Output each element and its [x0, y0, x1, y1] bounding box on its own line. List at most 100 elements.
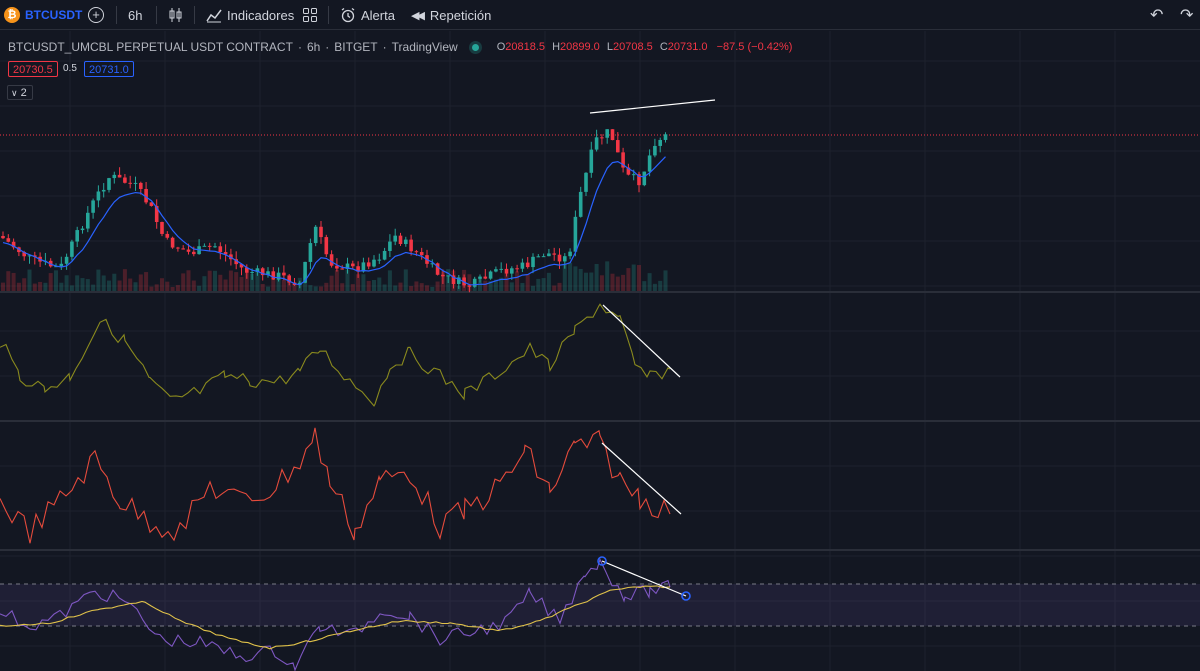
drawn-trendline — [601, 560, 687, 597]
candle-body — [335, 265, 339, 269]
sell-price-box[interactable]: 20730.5 — [8, 61, 58, 77]
volume-bar — [663, 270, 668, 291]
volume-bar — [504, 273, 509, 291]
volume-bar — [287, 279, 292, 291]
volume-bar — [69, 285, 74, 291]
volume-bar — [165, 281, 170, 291]
volume-bar — [191, 280, 196, 291]
alarm-clock-icon — [341, 7, 355, 23]
replay-button[interactable]: ◀◀ Repetición — [411, 0, 491, 30]
candle-body — [510, 268, 514, 274]
candle-body — [218, 246, 223, 253]
candle-body — [547, 253, 551, 257]
buy-price-box[interactable]: 20731.0 — [84, 61, 134, 77]
spread-value: 0.5 — [63, 63, 77, 74]
candle-body — [271, 271, 276, 280]
candle-body — [531, 256, 535, 268]
candle-body — [154, 205, 159, 223]
candle-body — [382, 250, 387, 260]
redo-button[interactable]: ↷ — [1180, 0, 1193, 30]
top-toolbar: ₿ BTCUSDT + 6h Indicadores — [0, 0, 1200, 30]
volume-bar — [356, 274, 361, 291]
candle-body — [329, 254, 334, 266]
candle-body — [165, 233, 170, 238]
volume-bar — [324, 282, 329, 291]
candle-body — [472, 278, 477, 287]
candle-body — [239, 264, 244, 268]
volume-bar — [75, 275, 80, 291]
candle-body — [64, 256, 69, 264]
toolbar-divider — [116, 6, 117, 24]
volume-bar — [38, 281, 43, 291]
indicators-icon — [206, 9, 222, 23]
candle-body — [366, 262, 371, 267]
chart-type-button[interactable] — [168, 0, 184, 30]
candle-body — [250, 272, 254, 274]
indicators-button[interactable]: Indicadores — [206, 0, 294, 30]
volume-bar — [308, 285, 313, 291]
legend-sep: · — [382, 40, 387, 54]
volume-bar — [228, 270, 233, 291]
compare-symbol-button[interactable]: + — [88, 0, 104, 30]
undo-button[interactable]: ↶ — [1150, 0, 1163, 30]
volume-bar — [525, 273, 530, 291]
legend-exchange: BITGET — [334, 40, 378, 54]
volume-bar — [584, 272, 588, 291]
volume-bar — [425, 285, 429, 291]
interval-button[interactable]: 6h — [128, 0, 142, 30]
candle-body — [435, 263, 440, 275]
volume-bar — [266, 286, 270, 291]
volume-bar — [175, 285, 180, 291]
candle-body — [117, 174, 122, 178]
candle-body — [430, 263, 435, 265]
candle-body — [610, 129, 615, 141]
toolbar-divider — [194, 6, 195, 24]
volume-bar — [91, 284, 96, 291]
volume-bar — [398, 282, 403, 291]
volume-bar — [456, 285, 461, 291]
volume-bar — [32, 283, 37, 291]
grid-layout-icon — [303, 8, 317, 22]
candle-body — [388, 241, 392, 251]
volume-bar — [658, 280, 663, 291]
drawn-trendline — [602, 304, 681, 378]
candle-body — [186, 249, 191, 252]
candle-body — [345, 263, 350, 269]
volume-bar — [186, 270, 191, 291]
candle-body — [414, 251, 419, 253]
volume-bar — [170, 286, 175, 291]
candle-body — [181, 248, 185, 250]
chart-canvas[interactable] — [0, 31, 1200, 671]
candle-body — [483, 276, 488, 279]
candle-body — [621, 152, 625, 168]
candle-body — [123, 177, 127, 183]
volume-bar — [213, 270, 217, 291]
candle-body — [409, 239, 413, 252]
layouts-button[interactable] — [302, 0, 318, 30]
volume-bar — [223, 279, 228, 291]
volume-bar — [387, 270, 392, 291]
candle-body — [462, 277, 466, 286]
candle-body — [59, 263, 64, 267]
alert-button[interactable]: Alerta — [340, 0, 395, 30]
candle-body — [70, 241, 74, 257]
candle-body — [520, 262, 525, 269]
volume-bar — [255, 269, 260, 291]
toolbar-divider — [328, 6, 329, 24]
volume-bar — [652, 283, 657, 291]
volume-bar — [483, 280, 488, 291]
volume-bar — [112, 273, 117, 291]
candle-body — [308, 243, 313, 262]
volume-bar — [1, 282, 5, 291]
collapse-indicators-button[interactable]: ∨ 2 — [7, 85, 33, 100]
candle-body — [626, 167, 631, 175]
candle-body — [446, 275, 450, 277]
volume-bar — [117, 280, 122, 291]
symbol-search-button[interactable]: ₿ BTCUSDT — [4, 0, 82, 30]
market-status-icon[interactable] — [471, 43, 479, 51]
candle-body — [372, 259, 376, 267]
candle-body — [653, 145, 657, 156]
volume-bar — [319, 286, 323, 291]
trendline-anchor-handle — [681, 591, 691, 601]
volume-bar — [54, 270, 58, 291]
